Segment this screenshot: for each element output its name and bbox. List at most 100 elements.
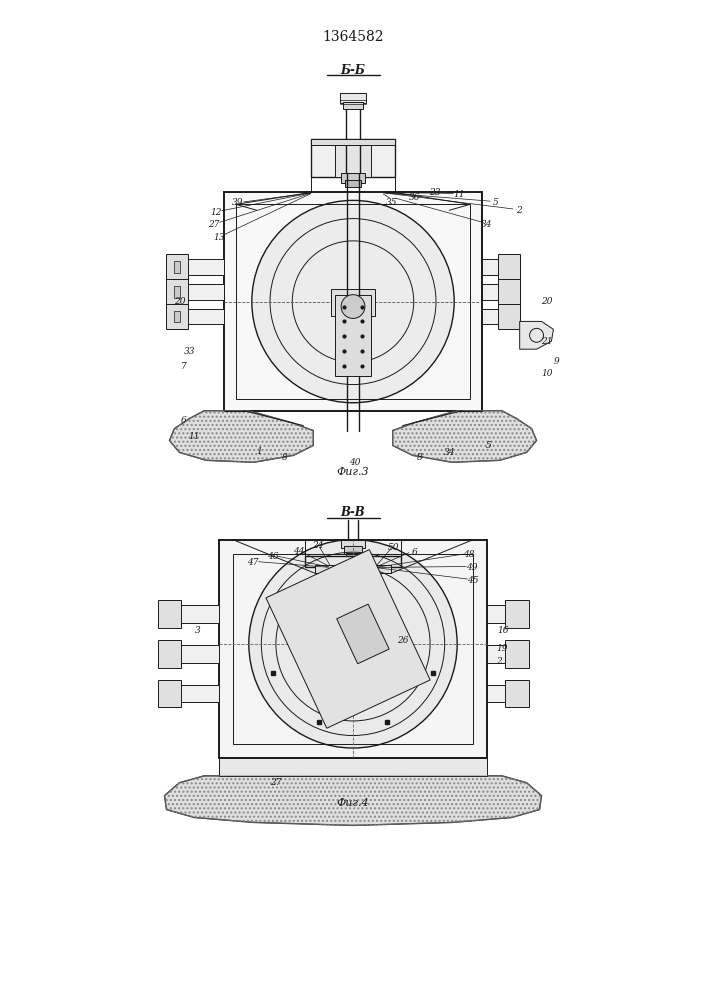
Bar bbox=[343, 102, 363, 109]
Text: 26: 26 bbox=[397, 636, 409, 645]
Text: 2: 2 bbox=[496, 657, 502, 666]
Polygon shape bbox=[337, 604, 389, 664]
Bar bbox=[180, 605, 219, 623]
Bar bbox=[224, 192, 482, 411]
Text: 3: 3 bbox=[195, 626, 201, 635]
Text: 5: 5 bbox=[486, 441, 492, 450]
Text: 2: 2 bbox=[516, 206, 522, 215]
Bar bbox=[166, 254, 188, 280]
Text: 12: 12 bbox=[211, 208, 222, 217]
Bar bbox=[505, 680, 529, 707]
Text: 40: 40 bbox=[349, 458, 361, 467]
Bar bbox=[166, 304, 188, 329]
Circle shape bbox=[252, 200, 454, 403]
Text: 23: 23 bbox=[428, 188, 440, 197]
Text: 45: 45 bbox=[467, 576, 479, 585]
Text: 39: 39 bbox=[232, 198, 244, 207]
Bar bbox=[305, 556, 401, 567]
Bar bbox=[482, 309, 520, 324]
Text: 48: 48 bbox=[463, 550, 475, 559]
Bar bbox=[175, 311, 180, 322]
Bar bbox=[498, 254, 520, 280]
Text: 13: 13 bbox=[214, 233, 225, 242]
Text: 7: 7 bbox=[180, 362, 186, 371]
Text: 6: 6 bbox=[411, 548, 417, 557]
Text: 34: 34 bbox=[443, 448, 455, 457]
Bar bbox=[498, 279, 520, 305]
Bar bbox=[487, 645, 527, 663]
Text: 11: 11 bbox=[453, 190, 465, 199]
Text: 44: 44 bbox=[293, 547, 304, 556]
Text: 8: 8 bbox=[281, 453, 288, 462]
Text: 5: 5 bbox=[493, 198, 498, 207]
Bar bbox=[341, 173, 365, 183]
Text: 27: 27 bbox=[270, 778, 281, 787]
Bar bbox=[175, 286, 180, 298]
Bar bbox=[339, 585, 367, 593]
Bar bbox=[335, 139, 371, 177]
Bar bbox=[333, 565, 373, 587]
Text: 19: 19 bbox=[496, 644, 508, 653]
Bar bbox=[233, 554, 473, 744]
Text: 33: 33 bbox=[184, 347, 195, 356]
Text: Фиг.4: Фиг.4 bbox=[337, 798, 369, 808]
Text: 1364582: 1364582 bbox=[322, 30, 384, 44]
Bar bbox=[158, 600, 182, 628]
Text: 46: 46 bbox=[267, 552, 279, 561]
Text: 1: 1 bbox=[256, 447, 262, 456]
Text: 9: 9 bbox=[554, 357, 559, 366]
Bar bbox=[487, 605, 527, 623]
Bar bbox=[219, 758, 487, 776]
Bar bbox=[482, 259, 520, 275]
Text: 36: 36 bbox=[409, 193, 420, 202]
Bar bbox=[180, 645, 219, 663]
Text: 20: 20 bbox=[174, 297, 185, 306]
Bar bbox=[311, 139, 395, 177]
Bar bbox=[340, 93, 366, 103]
Bar bbox=[345, 180, 361, 187]
Bar bbox=[219, 540, 487, 758]
Bar bbox=[505, 600, 529, 628]
Text: 10: 10 bbox=[542, 369, 553, 378]
Bar bbox=[187, 259, 224, 275]
Bar bbox=[315, 565, 391, 573]
Bar bbox=[311, 139, 395, 145]
Text: 47: 47 bbox=[247, 558, 259, 567]
Bar bbox=[187, 284, 224, 300]
Bar bbox=[331, 289, 375, 316]
Polygon shape bbox=[170, 411, 313, 462]
Bar bbox=[341, 540, 365, 548]
Circle shape bbox=[249, 540, 457, 748]
Bar bbox=[498, 304, 520, 329]
Text: 27: 27 bbox=[209, 220, 220, 229]
Text: 50: 50 bbox=[388, 543, 399, 552]
Bar bbox=[346, 553, 360, 560]
Polygon shape bbox=[520, 321, 554, 349]
Bar bbox=[158, 680, 182, 707]
Text: В-В: В-В bbox=[341, 506, 366, 519]
Bar bbox=[482, 284, 520, 300]
Text: 6: 6 bbox=[180, 416, 186, 425]
Bar bbox=[505, 640, 529, 668]
Bar bbox=[158, 640, 182, 668]
Text: 16: 16 bbox=[497, 626, 508, 635]
Text: 11: 11 bbox=[189, 432, 200, 441]
Bar bbox=[335, 295, 371, 376]
Bar bbox=[180, 685, 219, 702]
Bar bbox=[344, 546, 362, 554]
Polygon shape bbox=[392, 411, 537, 462]
Bar bbox=[175, 261, 180, 273]
Bar bbox=[166, 279, 188, 305]
Text: Б-Б: Б-Б bbox=[341, 64, 366, 77]
Bar bbox=[487, 685, 527, 702]
Circle shape bbox=[341, 295, 365, 318]
Text: 20: 20 bbox=[541, 297, 552, 306]
Text: 21: 21 bbox=[541, 337, 552, 346]
Text: 35: 35 bbox=[386, 198, 397, 207]
Text: Фиг.3: Фиг.3 bbox=[337, 467, 369, 477]
Text: 49: 49 bbox=[467, 563, 478, 572]
Bar bbox=[236, 204, 470, 399]
Text: 24: 24 bbox=[312, 541, 324, 550]
Bar bbox=[187, 309, 224, 324]
Text: 8: 8 bbox=[416, 453, 422, 462]
